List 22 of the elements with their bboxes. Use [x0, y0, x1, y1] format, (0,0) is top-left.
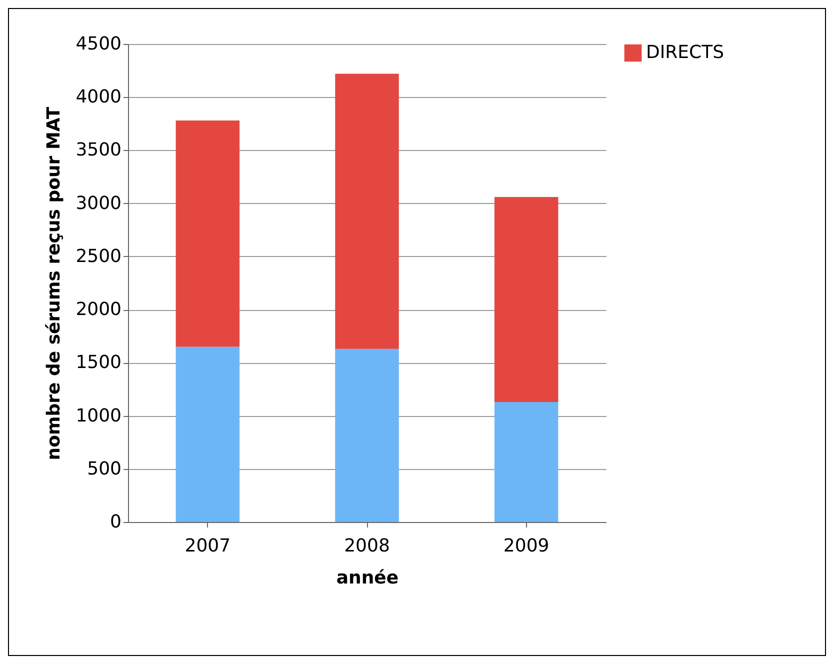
- y-tick-label: 0: [110, 512, 122, 532]
- y-tick-label: 3500: [76, 140, 122, 161]
- y-tick-label: 3000: [76, 192, 122, 214]
- legend-label: DIRECTS: [646, 42, 724, 63]
- y-tick-label: 2000: [76, 299, 122, 320]
- y-tick-label: 2500: [76, 246, 122, 267]
- y-tick-label: 4500: [76, 34, 122, 54]
- bar: [494, 402, 558, 522]
- bar: [335, 74, 399, 349]
- bar: [494, 196, 558, 402]
- bar: [176, 120, 240, 347]
- x-axis-title: année: [336, 568, 399, 588]
- x-tick-label: 2007: [184, 536, 231, 556]
- x-tick-label: 2009: [503, 536, 550, 556]
- y-tick-label: 4000: [76, 86, 122, 108]
- x-tick-label: 2008: [344, 536, 390, 556]
- y-tick-label: 1500: [76, 352, 122, 374]
- bar: [176, 346, 240, 522]
- y-tick-label: 500: [87, 458, 122, 480]
- y-axis-title: nombre de sérums reçus pour MAT: [44, 106, 65, 460]
- y-tick-label: 1000: [76, 405, 122, 426]
- bar: [335, 348, 399, 522]
